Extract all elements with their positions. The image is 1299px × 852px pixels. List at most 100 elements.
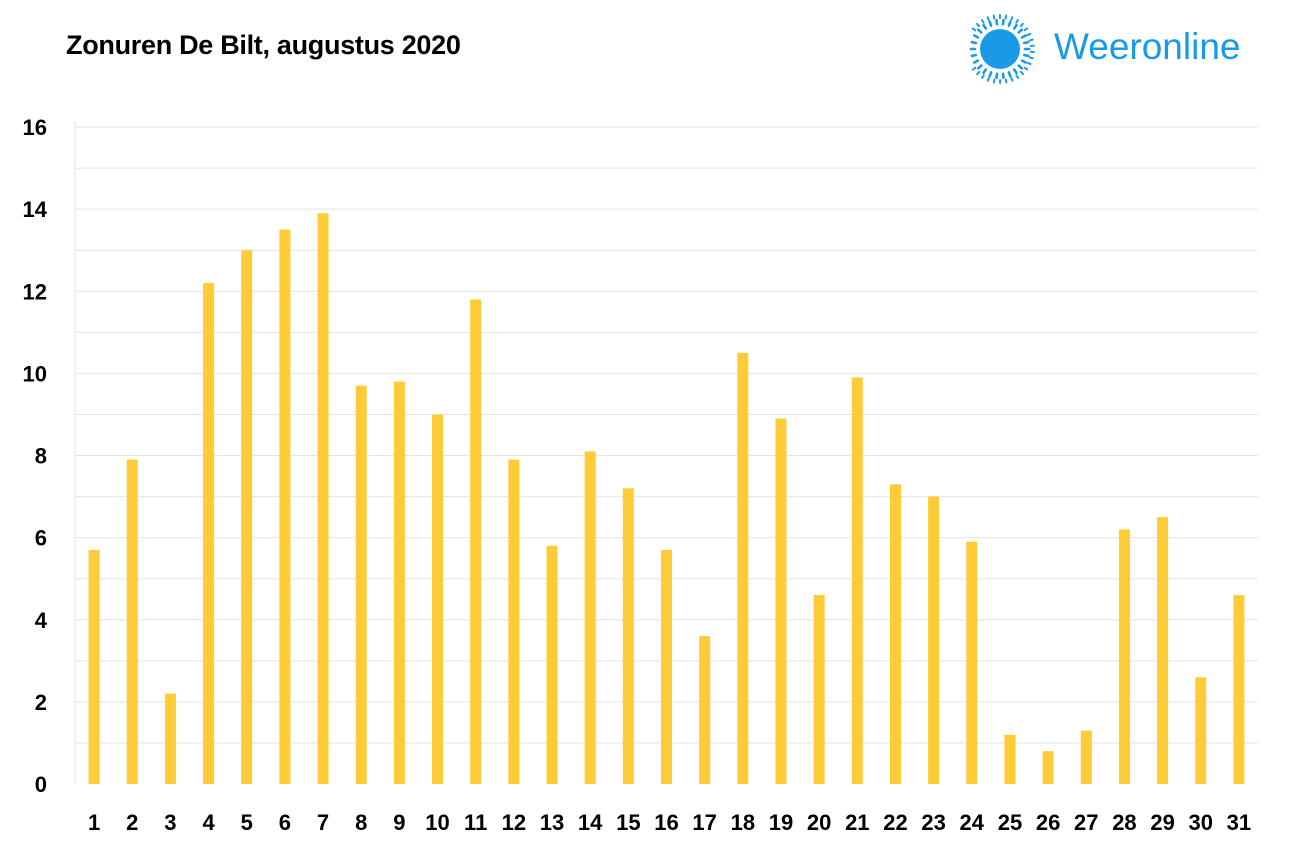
x-tick-label: 3 [164, 810, 176, 835]
x-tick-label: 25 [998, 810, 1022, 835]
bar-31 [1233, 595, 1245, 784]
sun-ray [1012, 23, 1018, 30]
y-tick-label: 0 [35, 772, 47, 797]
sun-ray [986, 76, 990, 82]
x-tick-label: 6 [279, 810, 291, 835]
bar-11 [470, 299, 482, 784]
sun-ray [988, 71, 993, 78]
x-tick-label: 11 [464, 810, 487, 835]
sun-ray [976, 64, 983, 70]
bar-13 [546, 545, 558, 784]
x-tick-label: 19 [769, 810, 793, 835]
x-tick-label: 24 [960, 810, 985, 835]
sun-ray [982, 68, 988, 75]
bar-22 [889, 484, 901, 784]
x-tick-label: 5 [241, 810, 253, 835]
bar-10 [432, 414, 444, 784]
bar-4 [203, 283, 215, 784]
bar-14 [584, 451, 596, 784]
x-tick-label: 29 [1150, 810, 1174, 835]
x-tick-label: 28 [1112, 810, 1136, 835]
sun-ray [976, 28, 983, 34]
sun-ray [981, 19, 985, 24]
bar-23 [928, 496, 940, 784]
bar-9 [393, 381, 405, 784]
sun-ray [973, 59, 980, 64]
x-axis: 1 2 3 4 5 6 7 8 9 10 11 12 13 14 15 16 17 18 19 20 21 22 23 24 2… [88, 810, 1251, 835]
x-tick-label: 4 [202, 810, 215, 835]
y-tick-label: 2 [35, 690, 47, 715]
x-tick-label: 8 [355, 810, 367, 835]
x-tick-label: 22 [883, 810, 907, 835]
bar-2 [126, 459, 138, 784]
bar-28 [1118, 529, 1130, 784]
brand-logo: Weeronline [962, 12, 1272, 86]
sun-ray [1023, 27, 1029, 32]
bar-24 [966, 541, 978, 784]
bar-25 [1004, 734, 1016, 784]
bar-16 [661, 549, 672, 784]
bar-3 [164, 693, 176, 784]
sun-ray [992, 78, 996, 84]
y-tick-label: 8 [35, 444, 47, 469]
sun-ray [1026, 61, 1032, 66]
bars [88, 213, 1245, 784]
sun-rays [969, 14, 1035, 84]
bar-12 [508, 459, 520, 784]
x-tick-label: 12 [502, 810, 526, 835]
sun-ray [1012, 68, 1018, 75]
sun-ray [988, 20, 993, 27]
sun-icon [969, 14, 1035, 84]
sun-ray [976, 22, 981, 28]
x-tick-label: 1 [88, 810, 100, 835]
sun-ray [1020, 59, 1027, 64]
sun-ray [1010, 76, 1014, 82]
sun-ray [1004, 78, 1008, 84]
y-tick-label: 14 [23, 197, 48, 222]
x-tick-label: 23 [921, 810, 945, 835]
bar-17 [699, 636, 711, 784]
bar-6 [279, 229, 291, 784]
x-tick-label: 21 [845, 810, 869, 835]
sun-ray [1023, 66, 1029, 71]
bar-30 [1195, 677, 1207, 784]
sun-core [980, 29, 1020, 69]
y-tick-label: 10 [23, 361, 47, 386]
sun-ray [1028, 56, 1034, 60]
sun-ray [986, 16, 990, 22]
bar-7 [317, 213, 329, 784]
sun-ray [992, 14, 996, 20]
sun-ray [1007, 71, 1012, 78]
y-tick-label: 4 [35, 608, 48, 633]
x-tick-label: 15 [616, 810, 640, 835]
brand-name: Weeronline [1054, 26, 1241, 67]
sun-ray [970, 53, 978, 58]
sun-ray [982, 23, 988, 30]
x-tick-label: 18 [731, 810, 755, 835]
sun-ray [976, 70, 981, 76]
bar-18 [737, 352, 749, 784]
bar-20 [813, 595, 825, 784]
sun-ray [971, 27, 977, 32]
x-tick-label: 30 [1189, 810, 1213, 835]
bar-21 [851, 377, 863, 784]
sun-ray [1019, 22, 1024, 28]
x-tick-label: 20 [807, 810, 831, 835]
bar-19 [775, 418, 787, 784]
y-axis: 0 2 4 6 8 10 12 14 16 [23, 115, 48, 797]
y-tick-label: 6 [35, 526, 47, 551]
x-tick-label: 9 [393, 810, 405, 835]
sun-ray [1020, 34, 1027, 39]
x-tick-label: 14 [578, 810, 603, 835]
bar-26 [1042, 751, 1054, 784]
x-tick-label: 27 [1074, 810, 1098, 835]
bar-29 [1157, 517, 1169, 784]
bar-5 [241, 250, 253, 784]
x-tick-label: 10 [425, 810, 449, 835]
sun-ray [1007, 20, 1012, 27]
sun-ray [1022, 53, 1030, 58]
x-tick-label: 17 [692, 810, 716, 835]
bar-8 [355, 385, 367, 784]
sun-ray [1022, 40, 1030, 45]
